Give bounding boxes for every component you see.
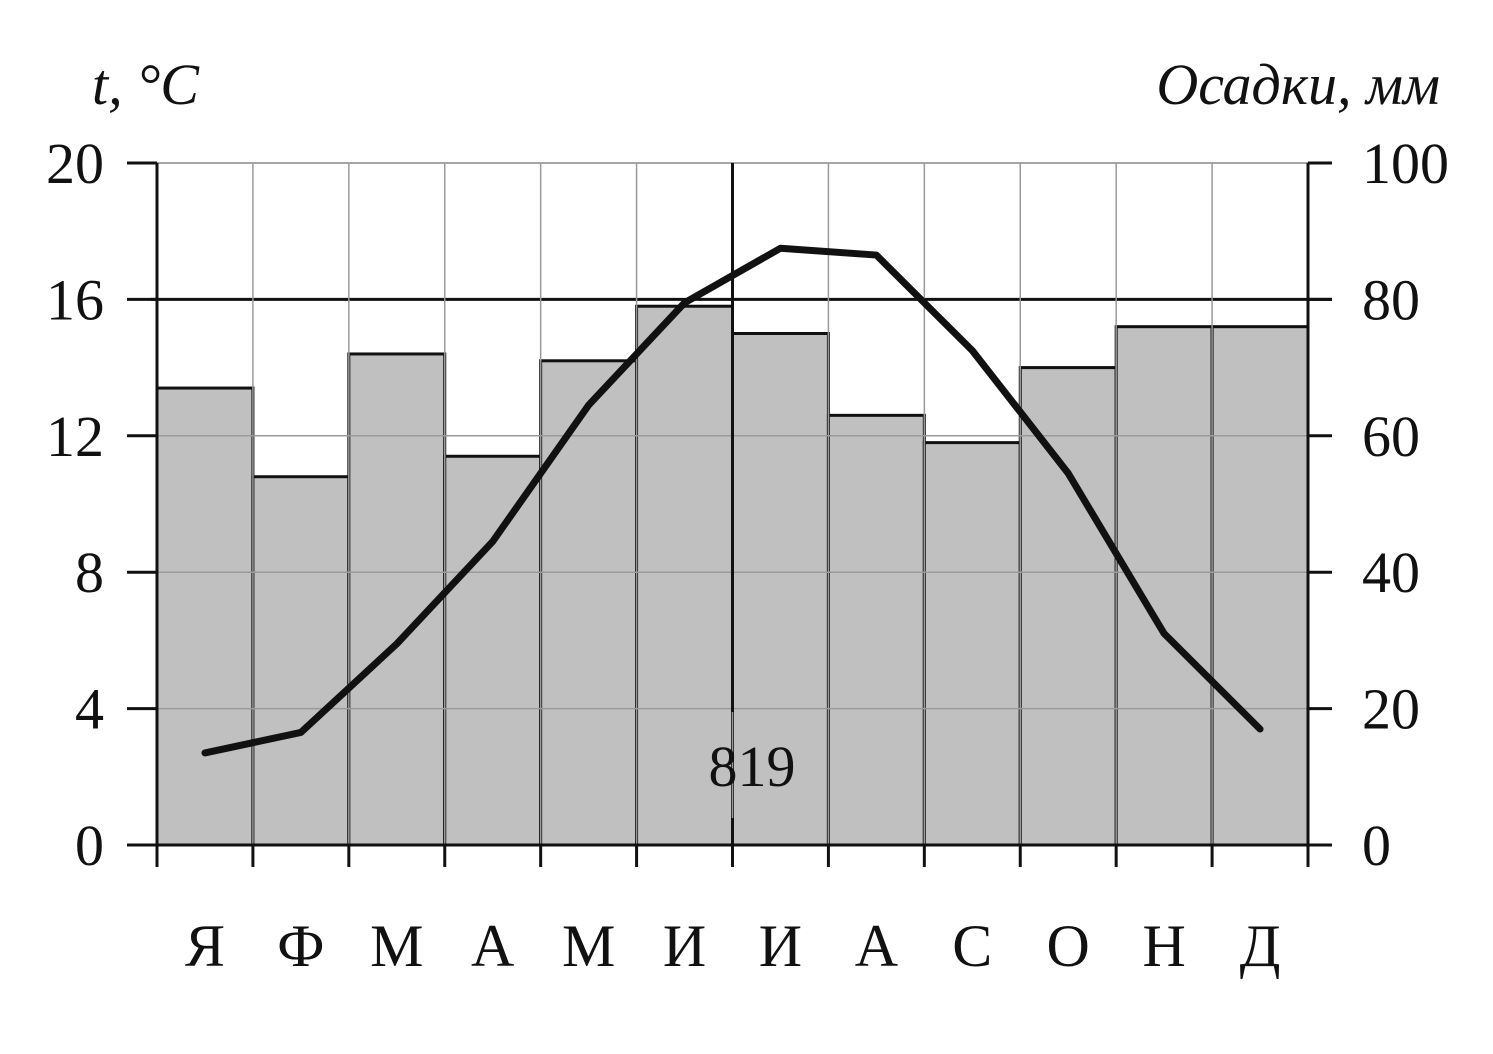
- left-tick-label: 16: [46, 267, 104, 332]
- precip-bar-12: [1210, 325, 1310, 847]
- annual-precipitation-label: 819: [709, 734, 796, 799]
- left-tick-label: 20: [46, 131, 104, 196]
- month-label-10: О: [1047, 913, 1090, 979]
- month-label-3: М: [370, 913, 423, 979]
- left-tick-label: 4: [75, 677, 104, 742]
- month-label-5: М: [562, 913, 615, 979]
- precip-bar-2: [251, 475, 351, 847]
- month-label-12: Д: [1240, 913, 1281, 979]
- month-label-4: А: [471, 913, 514, 979]
- precip-bar-11: [1114, 325, 1214, 847]
- right-axis-title: Осадки, мм: [1156, 52, 1440, 117]
- right-tick-label: 40: [1362, 540, 1420, 605]
- precip-bar-8: [826, 413, 926, 847]
- right-tick-label: 20: [1362, 677, 1420, 742]
- right-tick-label: 60: [1362, 404, 1420, 469]
- left-tick-label: 8: [75, 540, 104, 605]
- month-label-6: И: [663, 913, 706, 979]
- month-label-7: И: [759, 913, 802, 979]
- temperature-curve: [201, 244, 1264, 757]
- precip-bar-1: [155, 386, 255, 847]
- precip-bar-5: [539, 359, 639, 847]
- precip-bar-3: [347, 352, 447, 847]
- precipitation-bars: [155, 304, 1310, 847]
- right-tick-label: 0: [1362, 813, 1391, 878]
- precip-bar-4: [443, 454, 543, 847]
- right-tick-label: 100: [1362, 131, 1449, 196]
- axes: [127, 161, 1332, 867]
- month-label-9: С: [952, 913, 992, 979]
- left-tick-label: 12: [46, 404, 104, 469]
- right-tick-label: 80: [1362, 267, 1420, 332]
- temperature-line: [201, 244, 1264, 757]
- left-axis-title: t, °C: [92, 52, 200, 117]
- month-label-8: А: [855, 913, 898, 979]
- left-tick-label: 0: [75, 813, 104, 878]
- month-label-11: Н: [1142, 913, 1185, 979]
- precip-bar-10: [1018, 366, 1118, 847]
- month-label-2: Ф: [277, 913, 324, 979]
- month-label-1: Я: [185, 913, 225, 979]
- precip-bar-9: [922, 441, 1022, 847]
